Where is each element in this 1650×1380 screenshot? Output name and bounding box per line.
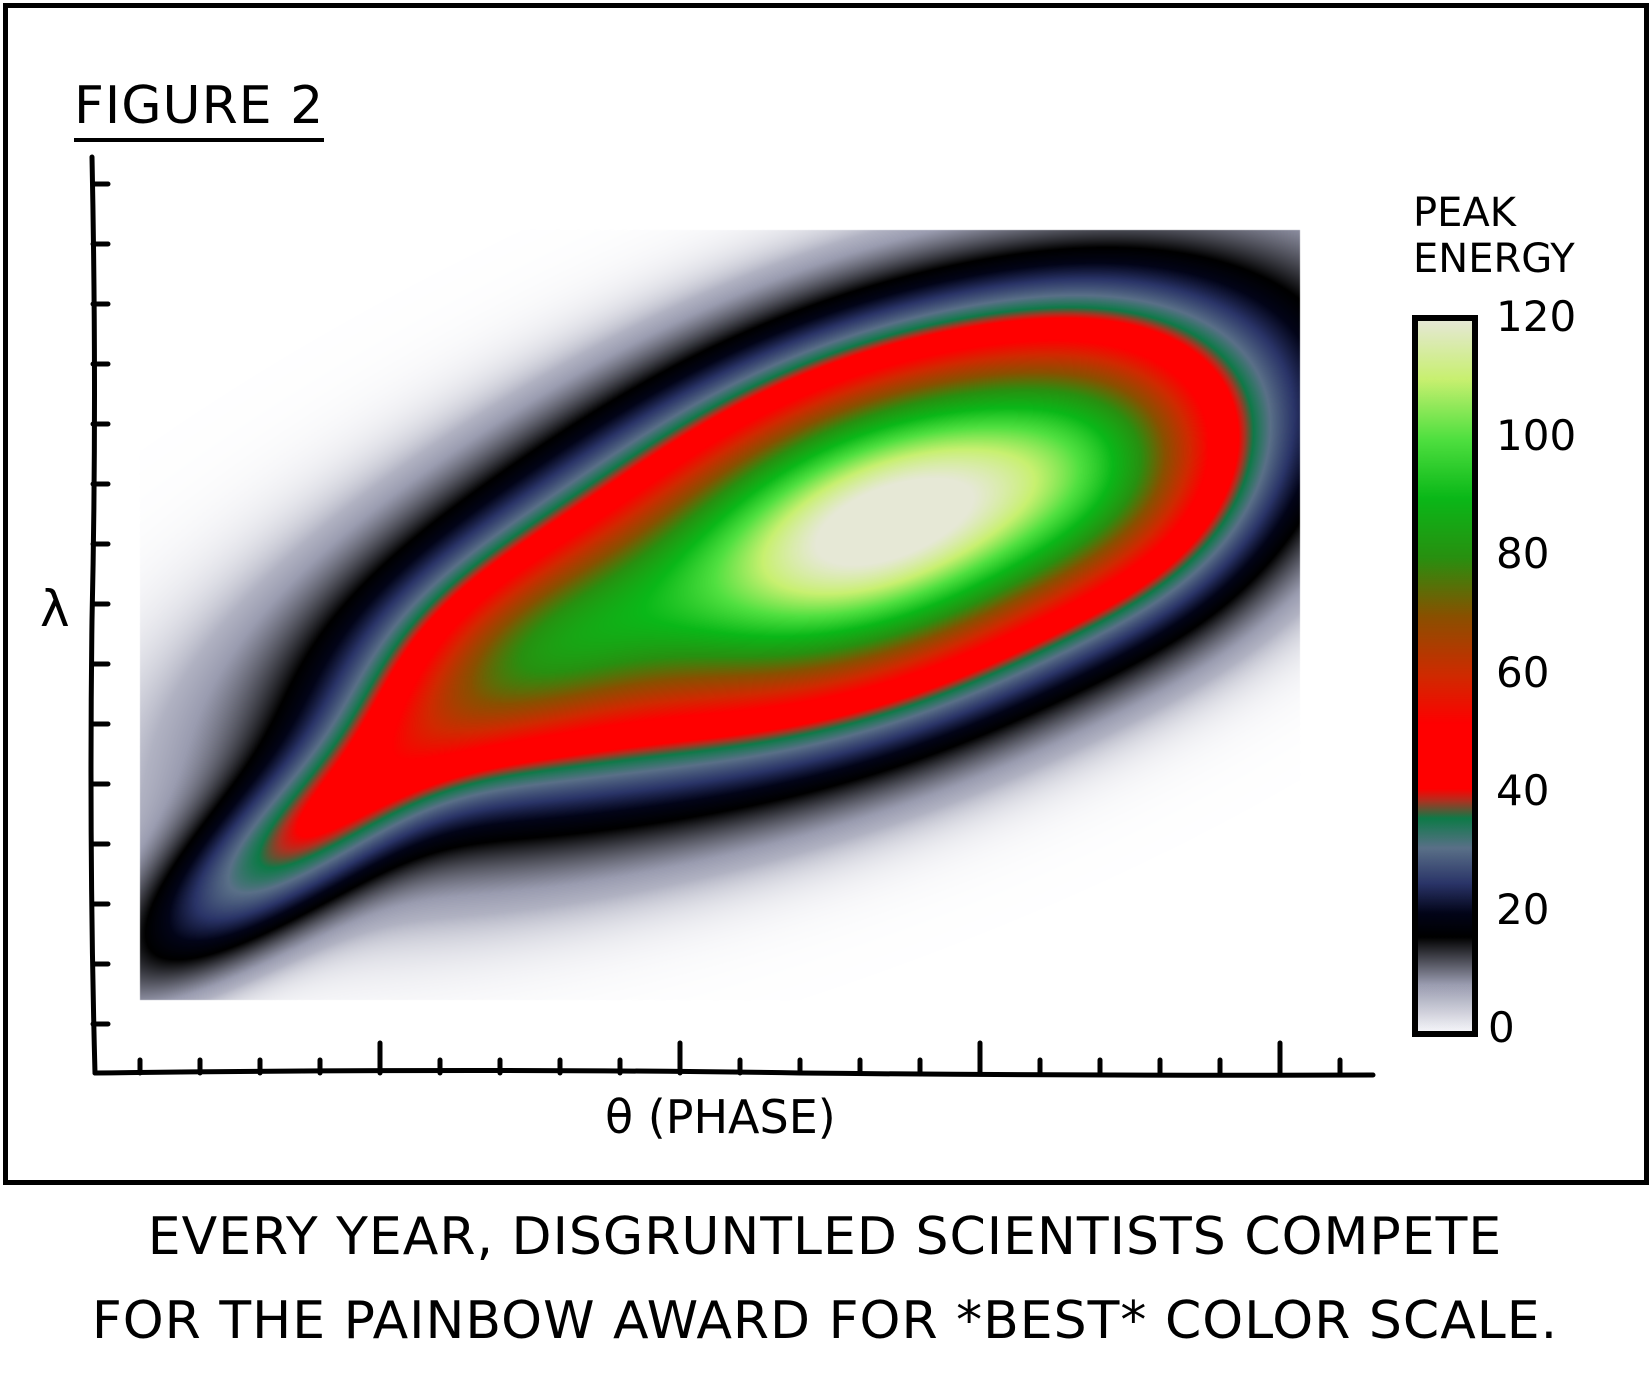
x-axis-label: θ (PHASE): [605, 1090, 836, 1144]
figure-title: FIGURE 2: [74, 76, 325, 142]
colorbar-tick-label: 80: [1496, 529, 1550, 578]
comic-panel: [3, 3, 1649, 1185]
colorbar-tick-label: 60: [1496, 647, 1550, 697]
y-axis-label: λ: [40, 580, 70, 638]
colorbar-tick-label: 120: [1496, 292, 1577, 341]
caption-line-2: FOR THE PAINBOW AWARD FOR *BEST* COLOR S…: [91, 1291, 1559, 1351]
colorbar-tick-label: 0: [1488, 1003, 1515, 1052]
colorbar-tick-label: 20: [1496, 884, 1550, 934]
caption: EVERY YEAR, DISGRUNTLED SCIENTISTS COMPE…: [0, 1195, 1650, 1363]
colorbar-tick-label: 40: [1496, 766, 1550, 815]
colorbar-tick-label: 100: [1496, 410, 1577, 460]
colorbar-title: PEAK ENERGY: [1413, 190, 1575, 282]
caption-line-1: EVERY YEAR, DISGRUNTLED SCIENTISTS COMPE…: [147, 1207, 1503, 1267]
